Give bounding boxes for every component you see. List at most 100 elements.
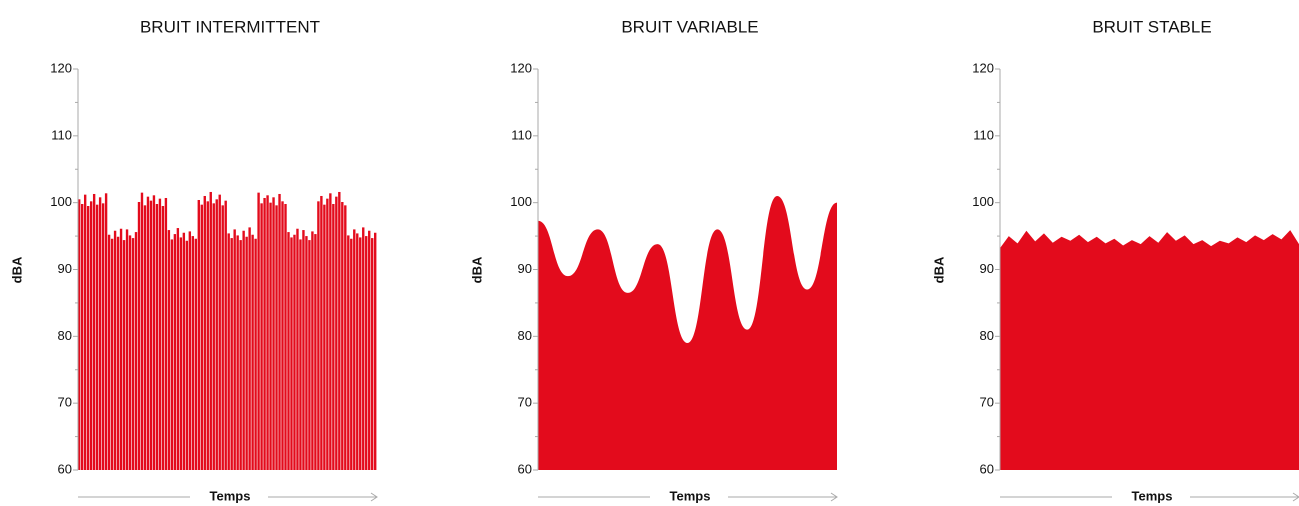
bar: [293, 234, 296, 470]
bar: [155, 204, 159, 470]
y-tick-label: 120: [972, 60, 994, 75]
y-tick-label: 60: [518, 461, 532, 476]
bar: [233, 229, 236, 470]
y-tick-label: 110: [511, 127, 532, 142]
bar: [158, 198, 162, 470]
x-axis-label: Temps: [1132, 488, 1173, 503]
bar: [191, 236, 195, 470]
bar: [185, 240, 189, 470]
bar: [95, 204, 99, 470]
bar: [365, 236, 368, 470]
arrow-head: [370, 492, 378, 502]
bar: [83, 194, 87, 470]
bar: [134, 232, 138, 470]
bar: [176, 228, 180, 470]
bar: [284, 204, 287, 470]
bar: [170, 239, 174, 470]
bar: [281, 201, 284, 470]
chart-title: BRUIT INTERMITTENT: [140, 17, 320, 36]
bar: [203, 195, 206, 470]
bar: [242, 230, 245, 470]
bar: [347, 235, 350, 470]
bar: [206, 201, 209, 470]
bar: [275, 205, 278, 470]
bar: [89, 201, 93, 470]
bar: [161, 206, 165, 470]
y-axis-label: dBA: [931, 256, 946, 283]
y-axis-label: dBA: [469, 256, 484, 283]
y-tick-label: 100: [510, 194, 532, 209]
bar: [113, 230, 117, 470]
bar: [320, 195, 323, 470]
y-tick-label: 60: [980, 461, 994, 476]
bar: [344, 205, 347, 470]
bar: [197, 199, 200, 470]
y-tick-label: 120: [510, 60, 532, 75]
bar: [287, 232, 290, 470]
y-tick-label: 70: [58, 395, 72, 410]
bar: [224, 200, 227, 470]
y-tick-label: 80: [980, 328, 994, 343]
bar: [353, 229, 356, 470]
bar: [86, 206, 90, 470]
bar: [215, 199, 218, 470]
arrow-head: [1292, 492, 1299, 502]
arrow-head: [830, 492, 838, 502]
bar: [266, 195, 269, 470]
bar: [212, 203, 215, 470]
bar: [269, 202, 272, 470]
y-tick-label: 80: [518, 328, 532, 343]
bar: [341, 201, 344, 470]
bar: [116, 236, 120, 470]
bar: [107, 234, 111, 470]
bar: [368, 230, 371, 470]
bar: [146, 196, 150, 470]
bar: [200, 204, 203, 470]
bar: [326, 198, 329, 470]
bar: [80, 204, 84, 470]
bar: [221, 205, 224, 470]
bar: [164, 197, 168, 470]
bar: [173, 234, 177, 470]
y-tick-label: 70: [518, 395, 532, 410]
y-tick-label: 80: [58, 328, 72, 343]
bar: [356, 233, 359, 470]
bar: [278, 193, 281, 470]
bar: [125, 229, 129, 470]
bar: [251, 234, 254, 470]
y-tick-label: 70: [980, 395, 994, 410]
bar: [78, 199, 81, 470]
bar: [335, 196, 338, 470]
bar: [149, 200, 153, 470]
bar: [152, 195, 156, 470]
bar: [188, 231, 192, 470]
bar: [323, 204, 326, 470]
bar: [260, 203, 263, 470]
bar: [239, 240, 242, 470]
bar: [359, 237, 362, 470]
y-tick-label: 90: [518, 261, 532, 276]
bar: [290, 237, 293, 470]
bar: [254, 238, 257, 470]
y-tick-label: 60: [58, 461, 72, 476]
y-tick-label: 100: [50, 194, 72, 209]
bar: [218, 194, 221, 470]
bar: [98, 197, 102, 470]
bar: [272, 197, 275, 470]
bar: [236, 235, 239, 470]
bar: [305, 236, 308, 470]
y-tick-label: 110: [973, 127, 994, 142]
y-tick-label: 90: [58, 261, 72, 276]
bar: [101, 203, 105, 470]
bar: [314, 234, 317, 470]
bar: [230, 238, 233, 470]
bar: [227, 233, 230, 470]
bar: [317, 201, 320, 470]
bar: [122, 240, 126, 470]
bar: [311, 231, 314, 470]
bar: [143, 205, 147, 470]
bar: [329, 193, 332, 470]
bar: [194, 238, 197, 470]
bar: [257, 192, 260, 470]
bar: [362, 227, 365, 470]
